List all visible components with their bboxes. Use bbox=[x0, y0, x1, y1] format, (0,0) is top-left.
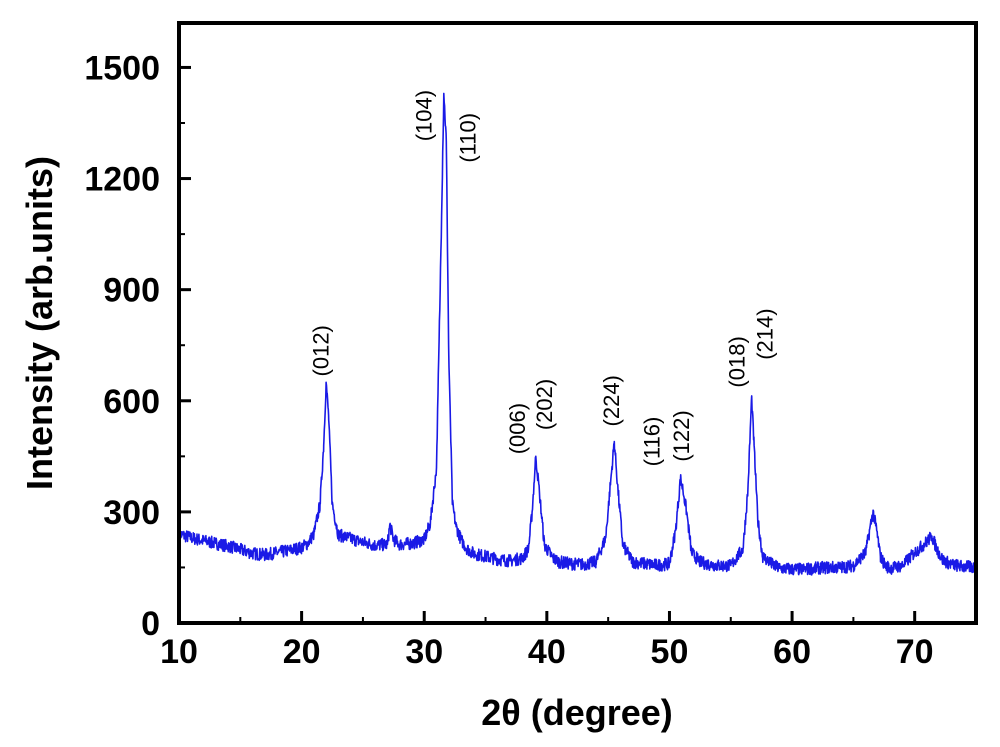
peak-label: (116) bbox=[640, 417, 665, 467]
peak-label: (224) bbox=[599, 375, 624, 426]
y-tick-label: 900 bbox=[103, 272, 160, 310]
peak-label: (214) bbox=[753, 308, 778, 359]
peak-label: (110) bbox=[456, 113, 481, 163]
labels-layer: 10 20 30 40 50 60 70 0 300 600 900 1200 1500 bbox=[84, 49, 933, 671]
y-tick-label: 0 bbox=[141, 605, 160, 643]
peak-label: (018) bbox=[724, 336, 749, 387]
y-tick-label: 300 bbox=[103, 494, 160, 532]
ticks-layer bbox=[177, 65, 917, 625]
x-tick-label: 60 bbox=[773, 633, 811, 671]
x-tick-label: 40 bbox=[528, 633, 566, 671]
peak-label: (104) bbox=[412, 90, 437, 141]
x-tick-label: 10 bbox=[160, 633, 198, 671]
peak-label: (122) bbox=[669, 410, 694, 461]
y-tick-label: 600 bbox=[103, 383, 160, 421]
x-axis-title: 2θ (degree) bbox=[481, 692, 673, 733]
x-tick-label: 50 bbox=[651, 633, 689, 671]
peak-annotations: (012) (104) (110) (006) (202) (224) (116) (122)… bbox=[309, 90, 778, 466]
peak-label: (202) bbox=[532, 379, 557, 430]
y-axis-title: Intensity (arb.units) bbox=[19, 156, 60, 490]
x-tick-label: 70 bbox=[896, 633, 934, 671]
intensity-series-line bbox=[178, 92, 977, 576]
x-tick-label: 30 bbox=[405, 633, 443, 671]
peak-label: (012) bbox=[309, 325, 334, 376]
x-tick-label: 20 bbox=[283, 633, 321, 671]
peak-label: (006) bbox=[505, 403, 530, 454]
y-tick-label: 1200 bbox=[84, 161, 160, 199]
plot-frame bbox=[177, 21, 978, 625]
y-tick-label: 1500 bbox=[84, 49, 160, 87]
